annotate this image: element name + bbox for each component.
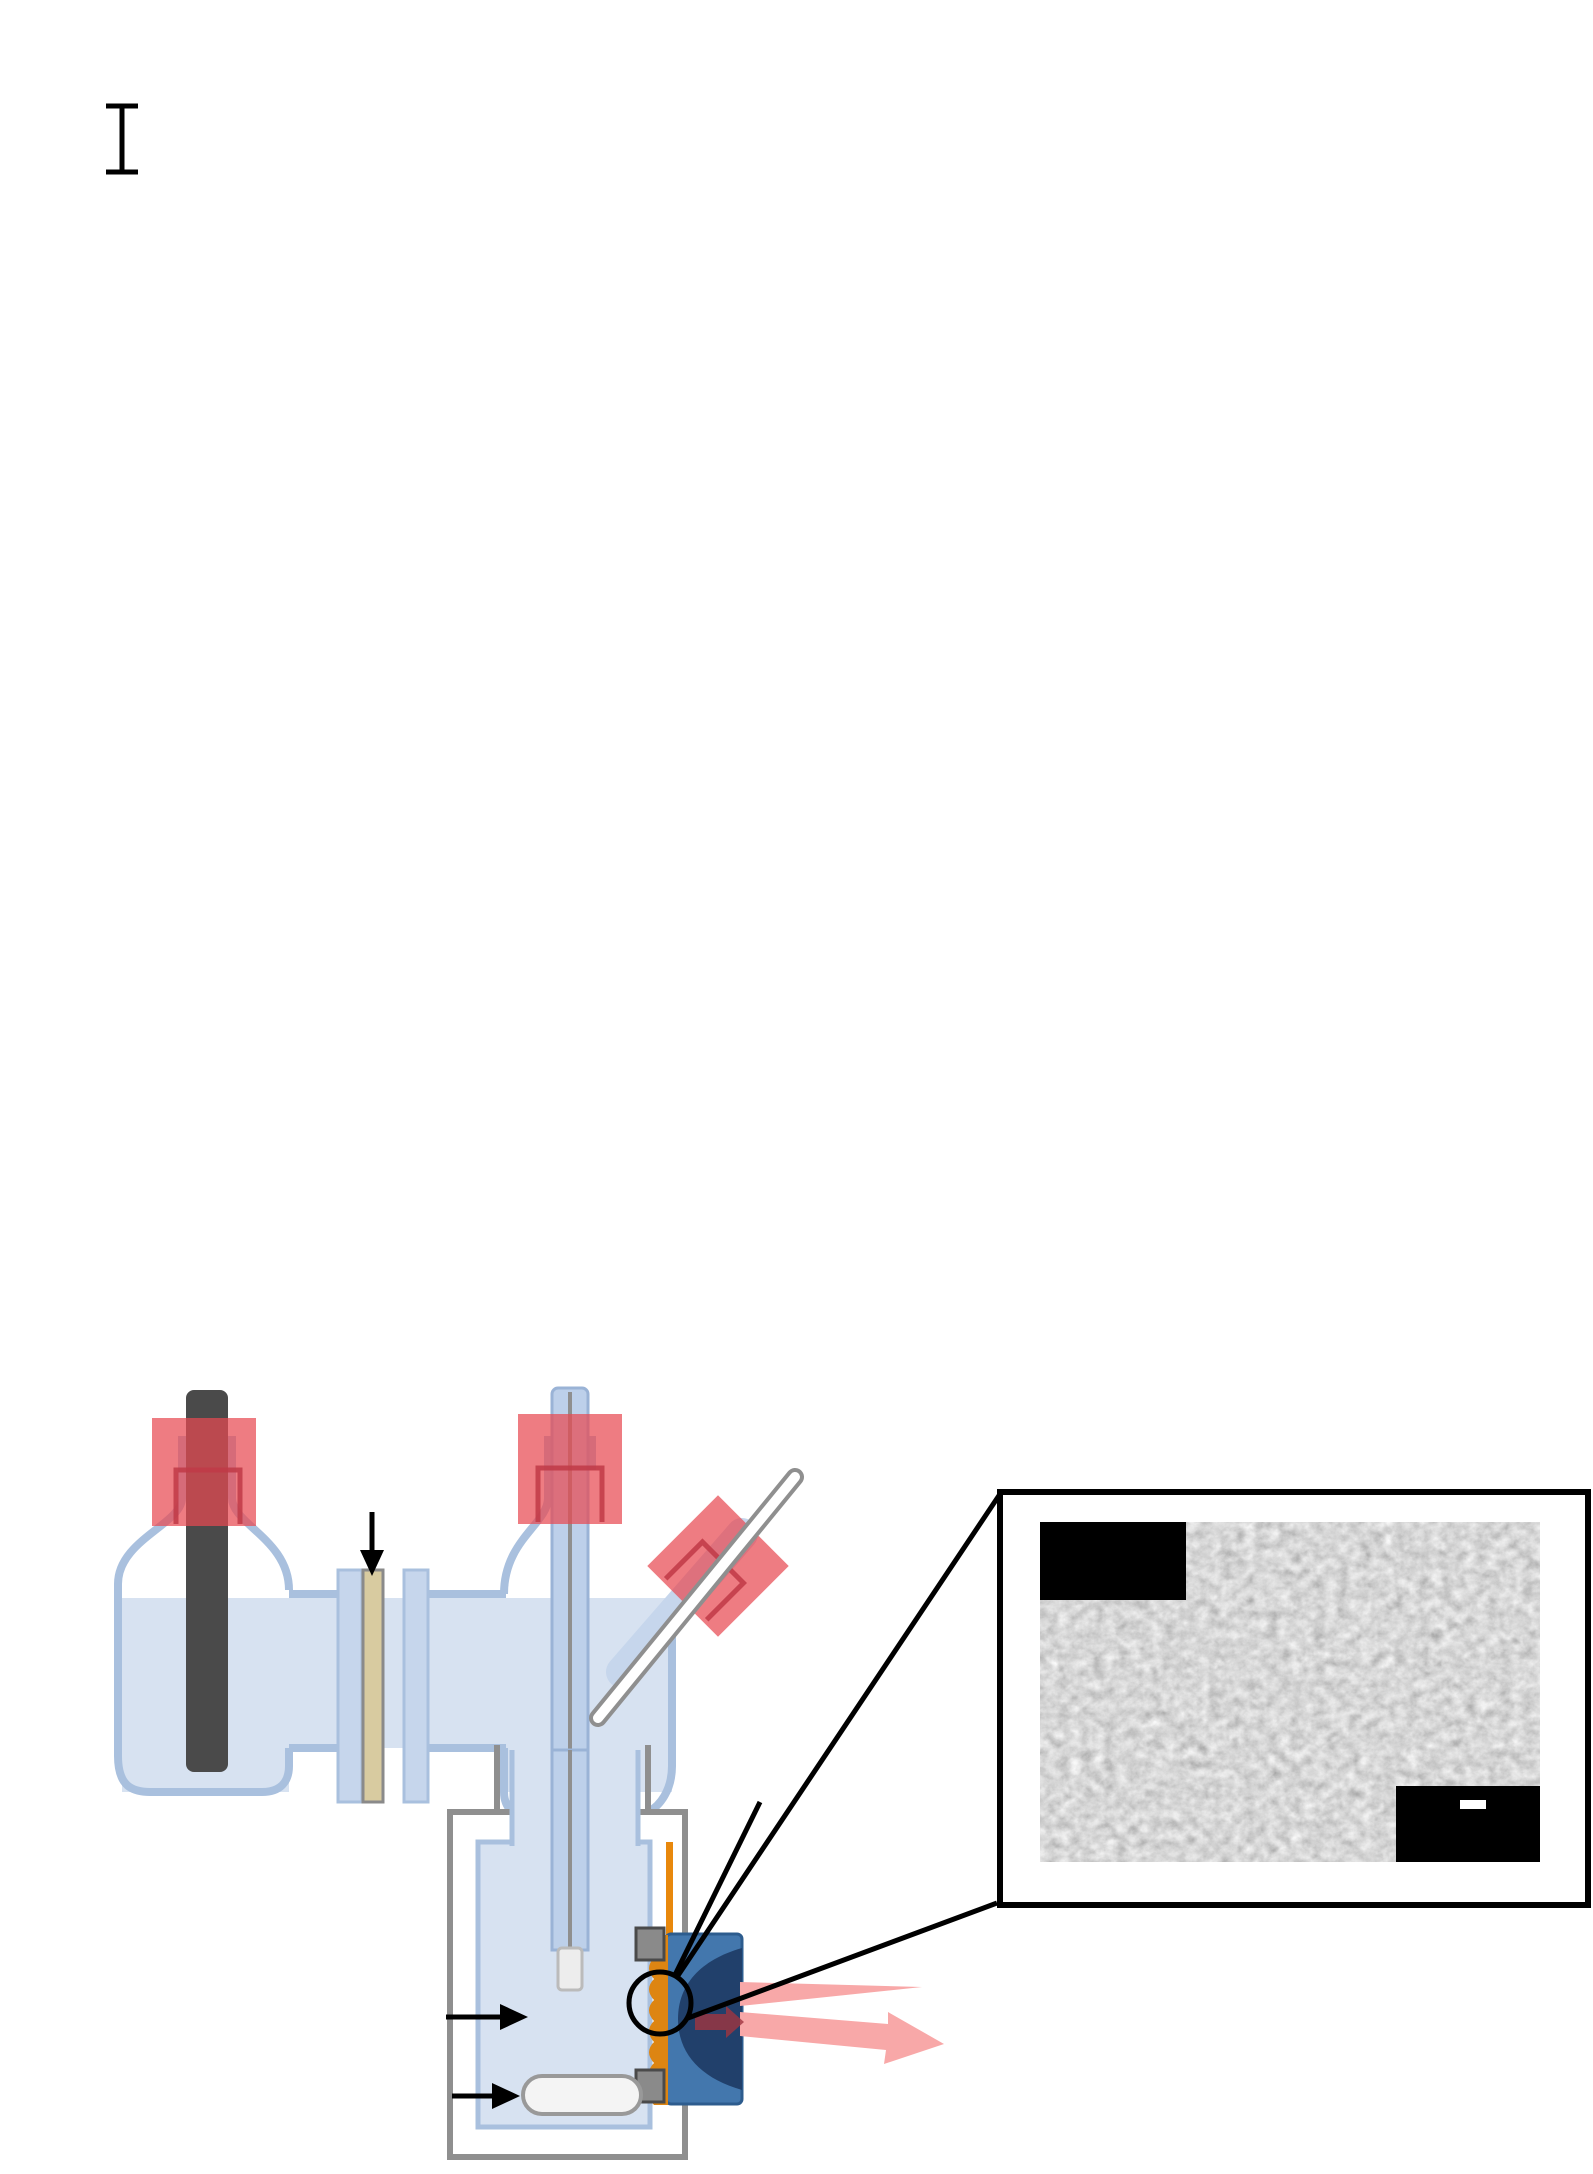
inset-connector-bottom	[687, 1900, 998, 2021]
stirring-arrowhead	[492, 2083, 520, 2109]
counter-port-cap	[152, 1418, 256, 1526]
co-purge-tube	[589, 1468, 804, 1727]
ir-beam-in	[740, 2012, 944, 2064]
ir-beam-out	[740, 1982, 922, 2006]
ir-beam-internal	[695, 2006, 744, 2038]
membrane-arrowhead	[360, 1550, 384, 1576]
panel-b-current-density-chart	[800, 0, 1593, 618]
panel-a-spectra-chart	[106, 103, 138, 175]
scale-bar	[106, 103, 138, 175]
working-electrode-wire	[666, 1842, 673, 1937]
working-electrode-film	[649, 1935, 668, 2105]
sem-inset	[997, 1489, 1591, 1908]
working-electrode-pointer	[671, 1800, 763, 1979]
ion-exchange-membrane	[336, 1568, 430, 1804]
annotation-arrows	[369, 1512, 504, 2099]
inset-connector-top	[674, 1492, 1003, 1979]
panel-d-cell-schematic	[114, 1386, 1591, 2160]
magnetic-stir-bar	[521, 2074, 643, 2116]
clamp-top	[634, 1926, 666, 1962]
zoom-circle	[626, 1969, 694, 2037]
reference-electrode-lower	[550, 1748, 590, 1992]
panel-c-faradaic-efficiency-chart	[800, 618, 1593, 1268]
electrolyte-arrowhead	[500, 2004, 528, 2030]
reference-port-cap	[518, 1414, 622, 1524]
